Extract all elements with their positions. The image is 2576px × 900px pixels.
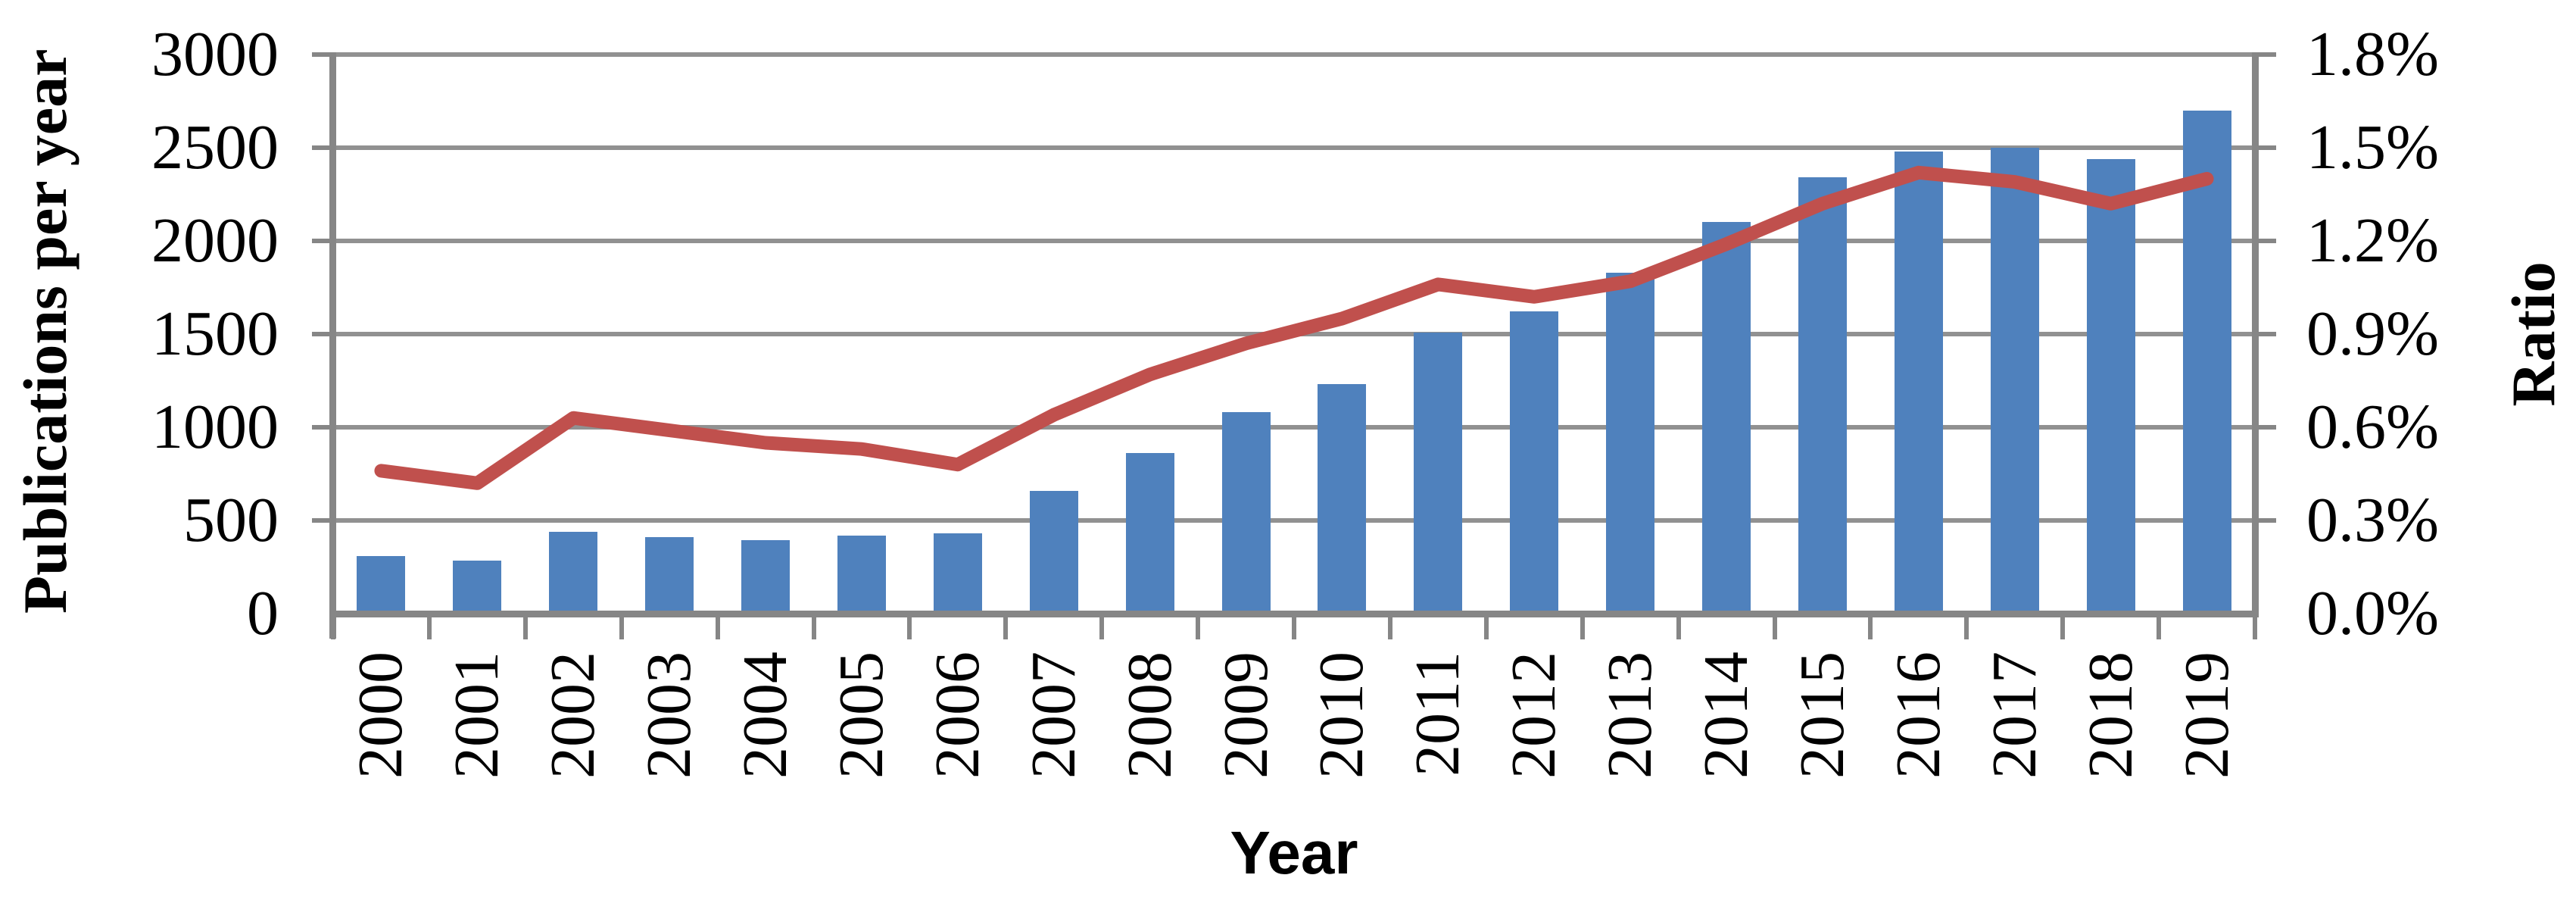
x-axis-title: Year [1230, 819, 1358, 886]
right-axis-tick-label: 1.2% [2306, 205, 2439, 276]
left-axis-tick-label: 0 [247, 578, 279, 648]
gridline [333, 239, 2255, 243]
right-axis-tick-label: 0.6% [2306, 392, 2439, 462]
bar-2012 [1510, 311, 1559, 612]
y-tick-right [2255, 52, 2276, 57]
bar-2013 [1606, 272, 1655, 612]
gridline [333, 145, 2255, 150]
bar-2011 [1414, 332, 1463, 612]
x-tick [2253, 614, 2257, 639]
y-axis-line-right [2252, 52, 2259, 616]
bar-2008 [1125, 453, 1174, 612]
x-tick [2060, 614, 2066, 639]
x-tick [1964, 614, 1969, 639]
bar-2005 [837, 535, 886, 612]
year-tick-label: 2008 [1114, 652, 1185, 779]
year-tick-label: 2000 [345, 652, 416, 779]
bar-2019 [2182, 110, 2231, 612]
year-tick-label: 2011 [1402, 652, 1474, 777]
x-tick [1868, 614, 1873, 639]
y-tick-right [2255, 239, 2276, 243]
bar-2018 [2086, 158, 2135, 612]
x-tick [426, 614, 432, 639]
year-tick-label: 2009 [1210, 652, 1281, 779]
gridline [333, 52, 2255, 57]
gridline [333, 332, 2255, 336]
bar-2014 [1702, 222, 1751, 612]
y-tick-left [312, 425, 333, 430]
x-tick [1483, 614, 1489, 639]
y-tick-left [312, 52, 333, 57]
y-tick-right [2255, 425, 2276, 430]
left-axis-tick-label: 2500 [151, 112, 279, 183]
x-tick [1387, 614, 1392, 639]
bar-2016 [1894, 151, 1943, 612]
left-axis-title: Publications per year [11, 48, 80, 614]
x-tick [522, 614, 528, 639]
right-axis-tick-label: 0.3% [2306, 485, 2439, 555]
year-tick-label: 2012 [1499, 652, 1570, 779]
x-tick [907, 614, 912, 639]
right-axis-tick-label: 0.0% [2306, 578, 2439, 648]
x-tick [1772, 614, 1777, 639]
year-tick-label: 2006 [922, 652, 993, 779]
left-axis-tick-label: 1500 [151, 298, 279, 369]
bar-2003 [645, 537, 694, 612]
left-axis-tick-label: 500 [183, 485, 279, 555]
bar-2004 [741, 539, 791, 612]
y-tick-left [312, 518, 333, 523]
x-tick [1676, 614, 1681, 639]
right-axis-title: Ratio [2499, 261, 2568, 407]
year-tick-label: 2014 [1691, 652, 1762, 779]
right-axis-tick-label: 0.9% [2306, 298, 2439, 369]
right-axis-tick-label: 1.5% [2306, 112, 2439, 183]
year-tick-label: 2007 [1018, 652, 1089, 779]
left-axis-tick-label: 3000 [151, 19, 279, 89]
x-tick [619, 614, 624, 639]
gridline [333, 518, 2255, 523]
y-tick-left [312, 239, 333, 243]
x-tick [715, 614, 720, 639]
year-tick-label: 2016 [1882, 652, 1954, 779]
year-tick-label: 2015 [1786, 652, 1857, 779]
x-tick [811, 614, 816, 639]
bar-2015 [1798, 177, 1847, 612]
year-tick-label: 2004 [730, 652, 801, 779]
bar-2002 [549, 531, 598, 612]
bar-2009 [1221, 412, 1271, 612]
x-tick [1292, 614, 1296, 639]
y-tick-left [312, 145, 333, 150]
x-tick [1099, 614, 1105, 639]
bar-2010 [1318, 384, 1367, 612]
year-tick-label: 2005 [825, 652, 897, 779]
x-tick [331, 614, 335, 639]
y-tick-right [2255, 332, 2276, 336]
year-tick-label: 2017 [1979, 652, 2050, 779]
year-tick-label: 2003 [634, 652, 705, 779]
year-tick-label: 2001 [441, 652, 513, 779]
year-tick-label: 2018 [2075, 652, 2146, 779]
y-tick-left [312, 332, 333, 336]
year-tick-label: 2013 [1595, 652, 1666, 779]
x-tick [2157, 614, 2162, 639]
right-axis-tick-label: 1.8% [2306, 19, 2439, 89]
x-tick [1003, 614, 1009, 639]
bar-2006 [933, 533, 982, 612]
y-tick-right [2255, 518, 2276, 523]
x-tick [1196, 614, 1201, 639]
x-tick [1580, 614, 1585, 639]
year-tick-label: 2019 [2171, 652, 2242, 779]
gridline [333, 425, 2255, 430]
y-axis-line-left [329, 52, 336, 639]
year-tick-label: 2010 [1306, 652, 1377, 779]
bar-2007 [1029, 490, 1078, 612]
bar-2001 [453, 560, 502, 612]
left-axis-tick-label: 1000 [151, 392, 279, 462]
year-tick-label: 2002 [538, 652, 609, 779]
bar-2017 [1990, 148, 2039, 612]
left-axis-tick-label: 2000 [151, 205, 279, 276]
bar-2000 [357, 555, 406, 612]
y-tick-right [2255, 145, 2276, 150]
